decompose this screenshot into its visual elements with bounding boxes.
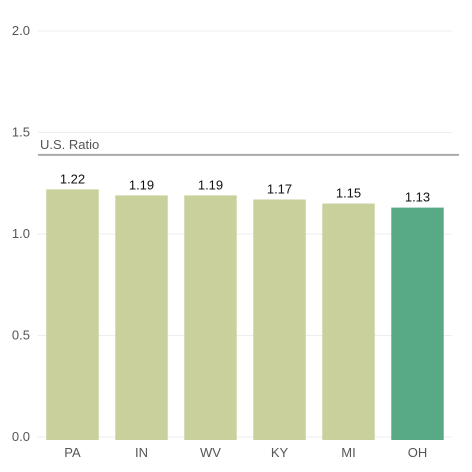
- bar-mi: [322, 203, 375, 440]
- bar-pa: [46, 189, 99, 440]
- bar-in: [115, 195, 168, 440]
- category-label-in: IN: [135, 445, 148, 460]
- data-label-pa: 1.22: [60, 171, 85, 186]
- data-label-wv: 1.19: [198, 177, 223, 192]
- bars: [46, 189, 444, 440]
- bar-ky: [253, 199, 306, 440]
- reference-line-group: U.S. Ratio: [38, 137, 459, 156]
- x-axis-categories: PA IN WV KY MI OH: [64, 445, 427, 460]
- category-label-pa: PA: [64, 445, 81, 460]
- gridlines: [38, 30, 452, 438]
- category-label-wv: WV: [200, 445, 221, 460]
- y-tick-label: 0.5: [12, 328, 30, 343]
- bar-wv: [184, 195, 237, 440]
- y-tick-label: 0.0: [12, 429, 30, 444]
- data-label-oh: 1.13: [405, 190, 430, 205]
- data-labels: 1.22 1.19 1.19 1.17 1.15 1.13: [60, 171, 430, 204]
- y-tick-label: 1.5: [12, 125, 30, 140]
- data-label-mi: 1.15: [336, 186, 361, 201]
- data-label-in: 1.19: [129, 177, 154, 192]
- bar-oh: [391, 207, 444, 440]
- y-tick-label: 1.0: [12, 226, 30, 241]
- y-tick-label: 2.0: [12, 23, 30, 38]
- category-label-mi: MI: [341, 445, 355, 460]
- y-axis-ticks: 0.0 0.5 1.0 1.5 2.0: [12, 23, 30, 444]
- category-label-oh: OH: [408, 445, 428, 460]
- category-label-ky: KY: [271, 445, 289, 460]
- data-label-ky: 1.17: [267, 181, 292, 196]
- us-ratio-label: U.S. Ratio: [40, 137, 99, 152]
